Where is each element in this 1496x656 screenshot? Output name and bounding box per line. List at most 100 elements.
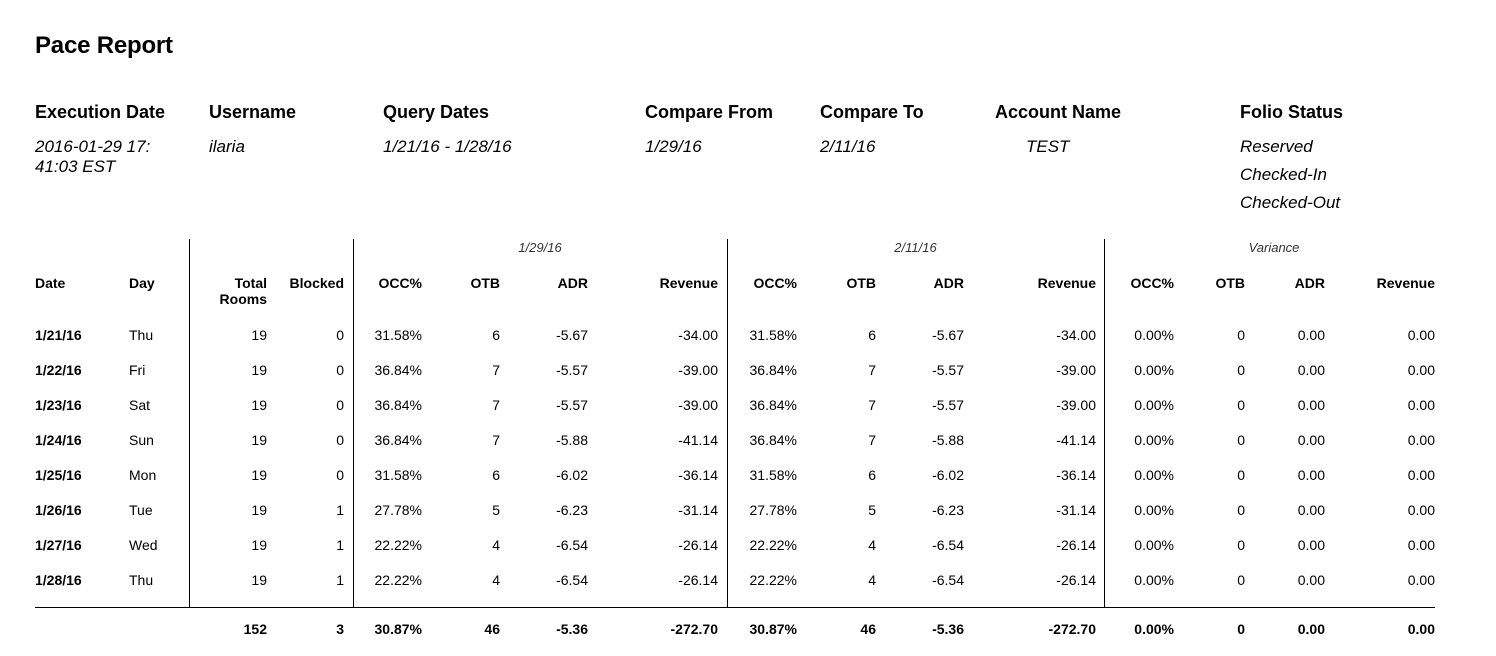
cell-otb: 4 xyxy=(868,572,876,588)
cell-otb-variance: 0 xyxy=(1237,362,1245,378)
cell-otb: 7 xyxy=(868,397,876,413)
col-header-adr: ADR xyxy=(1294,275,1325,291)
cell-revenue: -34.00 xyxy=(678,327,718,343)
cell-revenue-variance: 0.00 xyxy=(1407,432,1435,448)
total-adr: -5.36 xyxy=(556,621,588,637)
cell-otb: 6 xyxy=(492,327,500,343)
cell-adr-variance: 0.00 xyxy=(1297,327,1325,343)
totals-rule xyxy=(35,607,1435,608)
account-name-value: TEST xyxy=(1026,137,1070,156)
cell-adr: -5.88 xyxy=(932,432,964,448)
cell-revenue: -26.14 xyxy=(1056,537,1096,553)
cell-revenue-variance: 0.00 xyxy=(1407,397,1435,413)
query-dates-value: 1/21/16 - 1/28/16 xyxy=(383,137,512,156)
cell-revenue: -31.14 xyxy=(678,502,718,518)
cell-occ-variance: 0.00% xyxy=(1134,572,1174,588)
cell-total-rooms: 19 xyxy=(251,432,267,448)
cell-day: Fri xyxy=(129,362,146,378)
cell-date: 1/25/16 xyxy=(35,467,82,483)
cell-revenue: -31.14 xyxy=(1056,502,1096,518)
cell-occ: 36.84% xyxy=(374,362,422,378)
cell-revenue: -41.14 xyxy=(1056,432,1096,448)
cell-adr: -6.02 xyxy=(556,467,588,483)
col-header-total-rooms-line2: Rooms xyxy=(219,291,267,307)
cell-occ: 22.22% xyxy=(374,537,422,553)
cell-occ-variance: 0.00% xyxy=(1134,502,1174,518)
cell-occ: 31.58% xyxy=(374,467,422,483)
cell-revenue-variance: 0.00 xyxy=(1407,537,1435,553)
cell-adr: -5.67 xyxy=(556,327,588,343)
username-label: Username xyxy=(209,102,297,122)
cell-otb: 5 xyxy=(492,502,500,518)
cell-otb: 5 xyxy=(868,502,876,518)
cell-revenue-variance: 0.00 xyxy=(1407,572,1435,588)
table-divider xyxy=(727,239,728,607)
cell-otb: 6 xyxy=(868,327,876,343)
col-header-otb: OTB xyxy=(1215,275,1245,291)
cell-otb-variance: 0 xyxy=(1237,397,1245,413)
col-header-adr: ADR xyxy=(557,275,588,291)
cell-day: Sat xyxy=(129,397,151,413)
cell-otb: 7 xyxy=(868,432,876,448)
col-header-total-rooms: Total Rooms xyxy=(200,275,267,307)
cell-adr: -6.54 xyxy=(932,537,964,553)
cell-otb-variance: 0 xyxy=(1237,572,1245,588)
cell-blocked: 1 xyxy=(336,572,344,588)
cell-total-rooms: 19 xyxy=(251,362,267,378)
cell-otb: 4 xyxy=(868,537,876,553)
page-title: Pace Report xyxy=(35,32,173,59)
cell-adr: -6.54 xyxy=(932,572,964,588)
total-revenue: -272.70 xyxy=(670,621,718,637)
cell-occ: 27.78% xyxy=(749,502,797,518)
cell-total-rooms: 19 xyxy=(251,467,267,483)
cell-otb-variance: 0 xyxy=(1237,467,1245,483)
total-otb: 46 xyxy=(860,621,876,637)
cell-occ: 36.84% xyxy=(749,432,797,448)
total-revenue: -272.70 xyxy=(1048,621,1096,637)
col-header-total-rooms-line1: Total xyxy=(234,275,267,291)
col-header-adr: ADR xyxy=(933,275,964,291)
cell-revenue: -36.14 xyxy=(1056,467,1096,483)
folio-status-reserved: Reserved xyxy=(1240,137,1313,156)
cell-adr-variance: 0.00 xyxy=(1297,362,1325,378)
cell-occ-variance: 0.00% xyxy=(1134,397,1174,413)
col-header-occ: OCC% xyxy=(1130,275,1174,291)
total-total-rooms: 152 xyxy=(243,621,267,637)
cell-day: Tue xyxy=(129,502,153,518)
cell-otb: 7 xyxy=(492,432,500,448)
cell-otb-variance: 0 xyxy=(1237,327,1245,343)
table-divider xyxy=(1104,239,1105,607)
cell-occ-variance: 0.00% xyxy=(1134,362,1174,378)
cell-revenue-variance: 0.00 xyxy=(1407,362,1435,378)
cell-total-rooms: 19 xyxy=(251,327,267,343)
cell-date: 1/23/16 xyxy=(35,397,82,413)
cell-occ: 36.84% xyxy=(374,397,422,413)
cell-otb: 7 xyxy=(868,362,876,378)
cell-revenue: -26.14 xyxy=(678,572,718,588)
cell-adr: -5.57 xyxy=(932,362,964,378)
cell-otb: 4 xyxy=(492,537,500,553)
cell-revenue: -39.00 xyxy=(1056,397,1096,413)
total-otb-variance: 0 xyxy=(1237,621,1245,637)
cell-adr-variance: 0.00 xyxy=(1297,572,1325,588)
cell-adr-variance: 0.00 xyxy=(1297,502,1325,518)
cell-revenue-variance: 0.00 xyxy=(1407,327,1435,343)
cell-otb: 7 xyxy=(492,397,500,413)
col-header-revenue: Revenue xyxy=(1037,275,1096,291)
col-header-day: Day xyxy=(129,275,155,291)
col-header-blocked: Blocked xyxy=(289,275,344,291)
cell-revenue: -26.14 xyxy=(678,537,718,553)
cell-revenue: -36.14 xyxy=(678,467,718,483)
total-blocked: 3 xyxy=(336,621,344,637)
cell-date: 1/28/16 xyxy=(35,572,82,588)
cell-occ-variance: 0.00% xyxy=(1134,327,1174,343)
execution-date-line2: 41:03 EST xyxy=(35,157,116,176)
execution-date-label: Execution Date xyxy=(35,102,166,122)
cell-day: Thu xyxy=(129,327,154,343)
cell-adr: -6.23 xyxy=(556,502,588,518)
cell-occ: 22.22% xyxy=(749,537,797,553)
cell-otb-variance: 0 xyxy=(1237,502,1245,518)
col-header-revenue: Revenue xyxy=(659,275,718,291)
cell-adr: -6.02 xyxy=(932,467,964,483)
cell-revenue: -39.00 xyxy=(678,397,718,413)
